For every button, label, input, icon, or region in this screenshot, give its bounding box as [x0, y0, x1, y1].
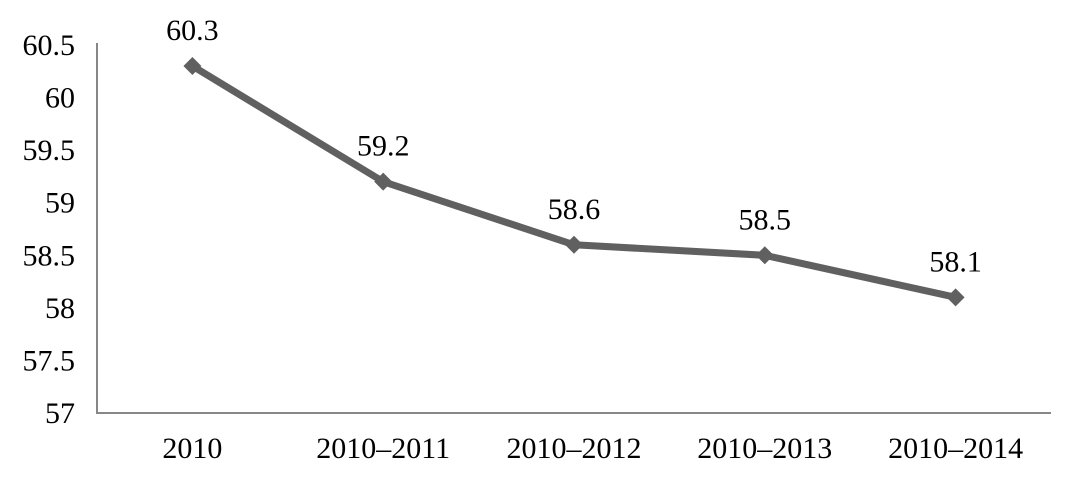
data-point-marker — [374, 172, 393, 191]
y-tick-label: 58 — [45, 292, 75, 325]
x-tick-label: 2010–2013 — [697, 432, 832, 465]
y-tick-label: 57.5 — [23, 344, 76, 377]
y-tick-label: 59.5 — [23, 134, 76, 167]
y-tick-label: 60 — [45, 82, 75, 115]
data-point-label: 58.1 — [929, 245, 982, 278]
x-tick-label: 2010 — [162, 432, 222, 465]
x-tick-label: 2010–2014 — [888, 432, 1023, 465]
y-tick-label: 58.5 — [23, 239, 76, 272]
y-tick-label: 60.5 — [23, 29, 76, 62]
x-tick-label: 2010–2011 — [316, 432, 450, 465]
data-point-marker — [183, 57, 202, 76]
data-point-marker — [565, 235, 583, 254]
data-point-label: 58.6 — [548, 193, 601, 226]
x-tick-label: 2010–2012 — [507, 432, 642, 465]
y-tick-label: 57 — [45, 397, 75, 430]
data-point-label: 60.3 — [166, 14, 219, 47]
data-point-label: 59.2 — [357, 130, 410, 163]
data-point-marker — [755, 246, 774, 265]
y-tick-label: 59 — [45, 187, 75, 220]
data-point-label: 58.5 — [739, 203, 792, 236]
data-point-marker — [946, 288, 965, 307]
series-line — [190, 63, 957, 301]
